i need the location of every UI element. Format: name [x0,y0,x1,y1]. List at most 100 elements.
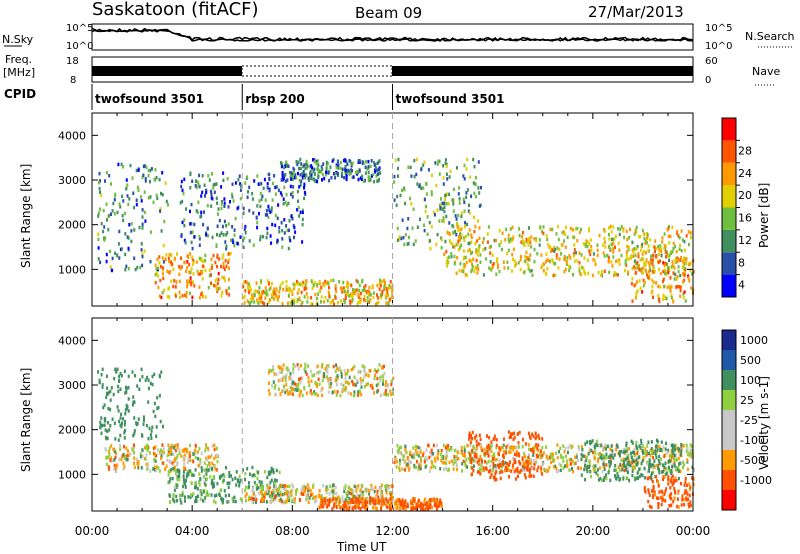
velocity-echo [425,503,428,507]
power-echo [308,178,310,182]
power-echo [636,289,639,293]
power-echo [304,280,307,284]
velocity-echo [333,504,335,508]
velocity-echo [335,497,338,501]
power-echo [618,262,621,266]
velocity-echo [280,370,283,374]
velocity-echo [326,505,328,509]
velocity-echo [118,457,121,462]
velocity-echo [673,455,676,459]
power-echo [441,201,444,206]
velocity-echo [481,448,484,453]
velocity-echo [551,456,554,460]
power-echo [449,169,452,174]
velocity-echo [505,466,508,470]
velocity-echo [655,444,658,448]
velocity-echo [400,500,403,504]
power-echo [355,279,358,283]
power-echo [560,252,562,256]
velocity-echo [348,375,351,380]
velocity-echo [197,494,199,498]
velocity-echo [340,375,343,379]
power-echo [568,268,571,273]
velocity-echo [439,498,442,502]
power-echo [644,241,647,245]
velocity-echo [290,489,293,493]
power-echo [401,218,404,222]
power-echo [456,225,459,229]
velocity-echo [385,380,388,384]
power-echo [317,163,320,167]
velocity-echo [120,412,123,417]
velocity-echo [171,461,174,465]
power-echo [304,286,307,291]
velocity-echo [166,458,169,462]
velocity-echo [526,465,529,470]
velocity-echo [521,457,524,462]
power-echo [225,264,228,269]
power-echo [412,242,415,247]
velocity-echo [470,460,473,464]
power-echo [210,192,213,197]
velocity-echo [509,460,511,464]
power-echo [198,237,201,241]
power-echo [260,296,263,300]
velocity-echo [178,469,181,473]
power-echo [113,197,116,202]
velocity-echo [300,364,302,368]
power-echo [250,299,253,304]
power-echo [198,285,201,289]
velocity-echo [227,485,230,490]
power-echo [357,280,359,284]
power-echo [277,203,280,207]
velocity-echo [133,400,136,404]
power-echo [507,233,510,238]
power-echo [681,272,684,276]
velocity-echo [592,450,594,455]
power-echo [451,198,454,202]
power-echo [269,234,272,238]
power-echo [206,226,209,230]
power-echo [446,177,449,181]
power-echo [193,222,196,227]
velocity-echo [675,478,678,483]
power-echo [645,251,647,255]
velocity-echo [159,375,161,379]
velocity-echo [305,496,308,501]
power-echo [484,257,487,261]
power-echo [650,258,653,262]
power-echo [232,240,235,245]
power-echo [336,159,339,163]
velocity-echo [492,475,495,480]
power-echo [647,275,650,280]
power-echo [393,180,395,184]
power-echo [119,205,122,209]
power-echo [456,242,459,246]
power-echo [358,169,361,173]
velocity-echo [133,429,136,433]
power-echo [671,249,674,254]
power-echo [479,253,482,257]
velocity-echo [636,448,639,452]
velocity-echo [284,378,287,383]
velocity-echo [160,448,163,452]
power-echo [452,231,455,235]
velocity-echo [121,454,124,458]
velocity-echo [275,392,278,397]
velocity-echo [313,390,316,394]
velocity-echo [468,458,471,463]
velocity-echo [170,467,173,472]
power-echo [346,289,349,294]
velocity-echo [580,466,583,471]
cpid-segment-label: twofsound 3501 [95,92,204,106]
velocity-echo [313,373,316,377]
velocity-echo [172,493,175,497]
velocity-echo [482,466,485,470]
velocity-echo [101,367,104,372]
freq-band-3 [392,66,693,76]
power-ylabel: Slant Range [km] [19,164,33,268]
power-echo [383,287,386,291]
power-echo [528,226,530,230]
velocity-echo [363,375,366,379]
